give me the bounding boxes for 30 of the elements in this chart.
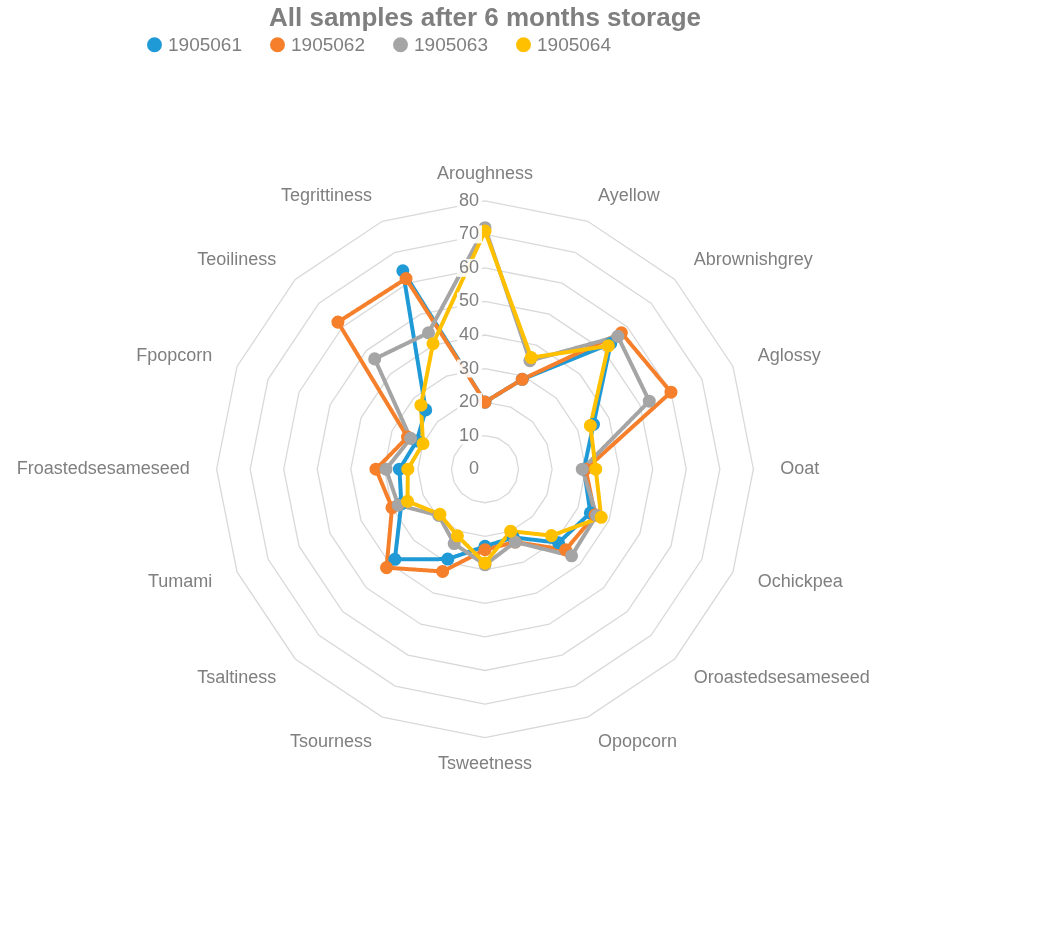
spoke-label: Ochickpea bbox=[757, 571, 844, 592]
spoke-label: Tumami bbox=[147, 571, 213, 592]
legend-label: 1905064 bbox=[537, 33, 612, 55]
y-tick-label: 40 bbox=[458, 324, 479, 345]
y-tick-label: 10 bbox=[458, 424, 479, 445]
legend-label: 1905062 bbox=[291, 33, 365, 55]
y-tick-label: 60 bbox=[458, 256, 479, 277]
spoke-label: Froastedsesameseed bbox=[16, 458, 190, 479]
y-tick-label: 80 bbox=[458, 189, 479, 210]
spoke-label: Abrownishgrey bbox=[693, 249, 813, 270]
y-tick-label: 70 bbox=[458, 223, 479, 244]
y-tick-label: 50 bbox=[458, 290, 479, 311]
spoke-label: Aglossy bbox=[757, 345, 821, 366]
chart-title: All samples after 6 months storage bbox=[268, 2, 702, 32]
legend-label: 1905063 bbox=[414, 33, 488, 55]
y-tick-label: 20 bbox=[458, 391, 479, 412]
spoke-label: Ayellow bbox=[597, 185, 661, 206]
y-tick-label: 30 bbox=[458, 357, 479, 378]
spoke-label: Teoiliness bbox=[197, 249, 277, 270]
spoke-label: Tsaltiness bbox=[197, 666, 277, 687]
spoke-label: Aroughness bbox=[436, 162, 534, 183]
spoke-label: Tegrittiness bbox=[280, 185, 373, 206]
spoke-label: Opopcorn bbox=[597, 730, 678, 751]
spoke-label: Ooat bbox=[780, 458, 820, 479]
spoke-label: Fpopcorn bbox=[136, 345, 213, 366]
spoke-label: Oroastedsesameseed bbox=[693, 666, 870, 687]
y-tick-label: 0 bbox=[468, 458, 479, 479]
spoke-label: Tsourness bbox=[289, 730, 373, 751]
spoke-label: Tsweetness bbox=[437, 753, 533, 774]
legend-label: 1905061 bbox=[168, 33, 242, 55]
